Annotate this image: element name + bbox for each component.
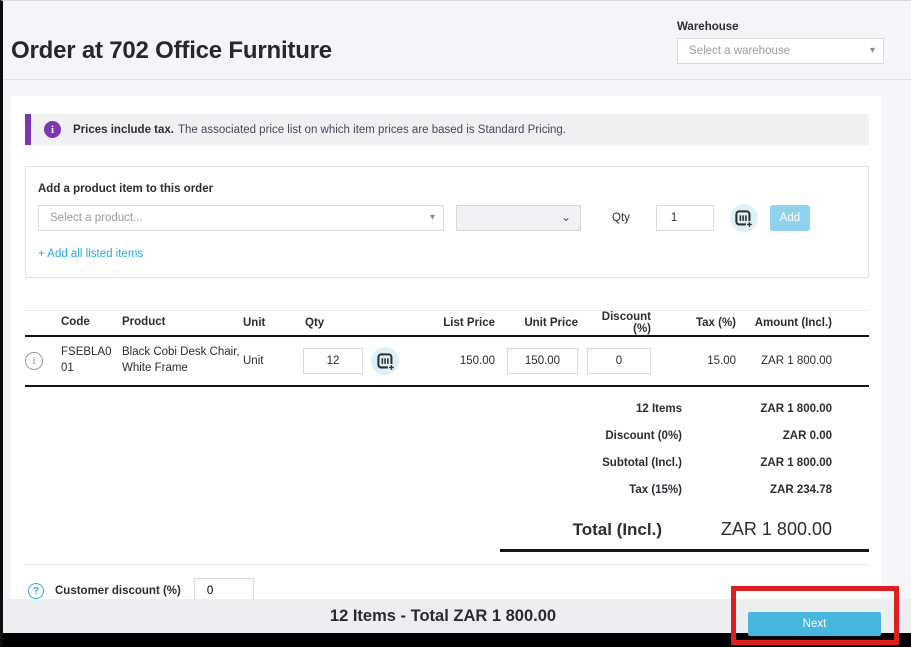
totals-section: 12 Items ZAR 1 800.00 Discount (0%) ZAR … [25, 395, 869, 552]
add-product-row: Select a product... ▾ ⌄ Qty [38, 204, 856, 232]
chevron-down-icon: ⌄ [560, 209, 571, 224]
totals-value: ZAR 0.00 [782, 429, 832, 442]
bottom-black-bar [3, 633, 911, 647]
qty-label: Qty [612, 212, 630, 224]
cell-amount: ZAR 1 800.00 [761, 355, 832, 367]
row-info-icon[interactable]: i [25, 352, 43, 370]
add-product-panel: Add a product item to this order Select … [25, 166, 869, 278]
row-unit-price-input[interactable] [507, 348, 578, 374]
items-table: Code Product Unit Qty List Price Unit Pr… [25, 310, 869, 387]
grand-total-rule [500, 549, 869, 552]
footer-summary: 12 Items - Total ZAR 1 800.00 [329, 607, 557, 625]
chevron-down-icon: ▾ [429, 212, 435, 224]
header-unit-price: Unit Price [524, 317, 578, 329]
barcode-add-icon[interactable] [371, 347, 399, 375]
totals-label: Tax (15%) [629, 483, 682, 496]
warehouse-label: Warehouse [677, 21, 739, 33]
product-select-placeholder: Select a product... [50, 212, 143, 224]
order-card: i Prices include tax. The associated pric… [11, 96, 881, 604]
cell-tax: 15.00 [707, 355, 736, 367]
totals-label: 12 Items [635, 402, 682, 415]
info-banner: i Prices include tax. The associated pric… [25, 114, 869, 145]
variant-select[interactable]: ⌄ [456, 205, 581, 231]
table-header-row: Code Product Unit Qty List Price Unit Pr… [25, 310, 869, 337]
info-banner-text: Prices include tax. The associated price … [73, 123, 566, 136]
customer-discount-label: Customer discount (%) [55, 585, 181, 597]
cell-code: FSEBLA001 [61, 346, 112, 374]
cell-list-price: 150.00 [459, 355, 495, 367]
header-discount: Discount (%) [601, 311, 651, 335]
grand-total-value: ZAR 1 800.00 [720, 519, 832, 539]
header-code: Code [61, 316, 90, 329]
next-button[interactable]: Next [748, 612, 881, 636]
info-icon: i [44, 121, 61, 138]
totals-label: Discount (0%) [605, 429, 682, 442]
add-button[interactable]: Add [769, 205, 810, 231]
add-product-label: Add a product item to this order [38, 183, 214, 195]
totals-subtotal-row: Subtotal (Incl.) ZAR 1 800.00 [25, 449, 869, 476]
totals-label: Subtotal (Incl.) [602, 456, 682, 469]
table-row: i FSEBLA001 Black Cobi Desk Chair, White… [25, 337, 869, 387]
customer-discount-section: ? Customer discount (%) [25, 564, 869, 604]
warehouse-field: Warehouse Select a warehouse ▾ [677, 21, 884, 64]
header-qty: Qty [305, 317, 325, 329]
totals-items-row: 12 Items ZAR 1 800.00 [25, 395, 869, 422]
totals-tax-row: Tax (15%) ZAR 234.78 [25, 476, 869, 503]
row-qty-input[interactable] [303, 348, 363, 374]
header-product: Product [122, 316, 166, 329]
header-list-price: List Price [443, 317, 495, 329]
chevron-down-icon: ▾ [869, 45, 875, 57]
page-title: Order at 702 Office Furniture [11, 37, 332, 64]
help-icon[interactable]: ? [28, 583, 44, 599]
qty-input[interactable] [655, 205, 714, 231]
product-select[interactable]: Select a product... ▾ [38, 205, 444, 231]
grand-total-label: Total (Incl.) [572, 520, 662, 539]
barcode-add-icon[interactable] [729, 204, 758, 232]
warehouse-select[interactable]: Select a warehouse ▾ [677, 38, 884, 64]
grand-total-row: Total (Incl.) ZAR 1 800.00 [25, 519, 869, 540]
warehouse-placeholder: Select a warehouse [689, 45, 791, 57]
row-discount-input[interactable] [587, 348, 651, 374]
add-all-link[interactable]: + Add all listed items [38, 248, 144, 260]
totals-discount-row: Discount (0%) ZAR 0.00 [25, 422, 869, 449]
header-divider [3, 79, 911, 80]
totals-value: ZAR 1 800.00 [760, 456, 832, 469]
totals-value: ZAR 1 800.00 [760, 402, 832, 415]
header-amount: Amount (Incl.) [754, 317, 832, 329]
header-unit: Unit [243, 317, 266, 329]
cell-unit: Unit [243, 355, 264, 367]
header-tax: Tax (%) [695, 317, 736, 329]
cell-product: Black Cobi Desk Chair, White Frame [122, 346, 240, 374]
totals-value: ZAR 234.78 [769, 483, 832, 496]
